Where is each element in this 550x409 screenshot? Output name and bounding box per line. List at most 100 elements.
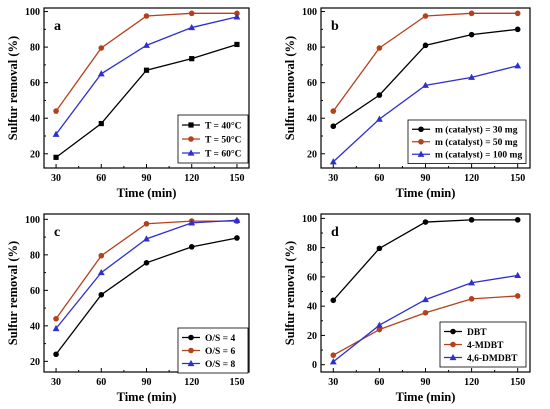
series-3 bbox=[52, 216, 241, 332]
x-tick-label: 90 bbox=[142, 173, 152, 184]
legend: DBT 4-MDBT 4,6-DMDBT bbox=[439, 321, 527, 368]
legend-label: DBT bbox=[467, 328, 487, 338]
x-tick-label: 90 bbox=[142, 377, 152, 388]
legend-marker bbox=[187, 149, 195, 156]
legend-marker bbox=[418, 138, 424, 145]
y-tick-label: 80 bbox=[307, 243, 317, 254]
data-point bbox=[422, 295, 429, 303]
data-point bbox=[330, 297, 337, 304]
data-point bbox=[98, 291, 105, 298]
legend-marker bbox=[187, 359, 195, 367]
x-tick-label: 120 bbox=[464, 377, 479, 388]
y-tick-label: 100 bbox=[25, 215, 40, 226]
data-point bbox=[514, 293, 521, 299]
data-point bbox=[52, 324, 60, 332]
legend-label: O/S = 6 bbox=[205, 347, 235, 357]
data-point bbox=[376, 92, 383, 98]
y-tick-label: 0 bbox=[312, 360, 317, 371]
x-tick-label: 30 bbox=[328, 377, 338, 388]
legend-label: T = 60°C bbox=[205, 148, 242, 159]
data-point bbox=[98, 45, 105, 51]
data-point bbox=[53, 351, 59, 358]
data-point bbox=[468, 296, 475, 302]
legend: m (catalyst) = 30 mgm (catalyst) = 50 mg… bbox=[407, 119, 527, 164]
series-1 bbox=[53, 235, 240, 358]
y-tick-label: 60 bbox=[30, 78, 40, 89]
data-point bbox=[53, 154, 59, 160]
x-tick-label: 150 bbox=[510, 377, 525, 388]
data-point bbox=[422, 219, 429, 225]
data-point bbox=[468, 73, 476, 80]
series-1 bbox=[330, 217, 521, 304]
y-tick-label: 40 bbox=[307, 114, 317, 125]
legend-label: T = 40°C bbox=[205, 120, 242, 131]
y-axis-title: Sulfur removal (%) bbox=[283, 241, 297, 345]
y-tick-label: 20 bbox=[30, 357, 40, 368]
y-tick-label: 20 bbox=[307, 149, 317, 160]
data-point bbox=[468, 217, 475, 223]
series-1 bbox=[330, 26, 521, 130]
data-point bbox=[188, 10, 195, 17]
data-point bbox=[514, 62, 522, 69]
y-tick-label: 60 bbox=[307, 272, 317, 283]
legend-label: m (catalyst) = 100 mg bbox=[435, 150, 522, 161]
data-point bbox=[143, 41, 150, 48]
data-point bbox=[376, 326, 383, 333]
data-point bbox=[143, 235, 150, 242]
x-tick-label: 90 bbox=[421, 173, 431, 184]
data-point bbox=[468, 10, 475, 17]
data-point bbox=[330, 123, 337, 130]
data-point bbox=[98, 120, 104, 127]
x-tick-label: 120 bbox=[464, 173, 479, 184]
data-point bbox=[376, 245, 383, 252]
y-tick-label: 80 bbox=[30, 43, 40, 54]
data-point bbox=[422, 81, 429, 88]
y-tick-label: 80 bbox=[307, 43, 317, 54]
legend-marker bbox=[188, 136, 194, 142]
series-2 bbox=[53, 10, 240, 114]
panel-letter: d bbox=[331, 225, 339, 240]
series-line bbox=[332, 219, 518, 301]
data-point bbox=[234, 41, 240, 48]
x-tick-label: 150 bbox=[229, 173, 244, 184]
series-line bbox=[332, 12, 518, 112]
legend-marker bbox=[188, 122, 194, 128]
legend-label: O/S = 4 bbox=[205, 334, 235, 344]
data-point bbox=[376, 45, 383, 51]
legend-label: m (catalyst) = 30 mg bbox=[435, 125, 518, 136]
y-axis-title: Sulfur removal (%) bbox=[6, 241, 20, 345]
y-tick-label: 40 bbox=[307, 302, 317, 313]
series-2 bbox=[53, 218, 240, 322]
data-point bbox=[53, 315, 59, 322]
panel-letter: a bbox=[54, 19, 61, 34]
y-tick-label: 40 bbox=[30, 114, 40, 125]
y-tick-label: 100 bbox=[302, 7, 317, 18]
y-tick-label: 100 bbox=[302, 214, 317, 225]
x-tick-label: 30 bbox=[51, 377, 61, 388]
data-point bbox=[143, 67, 150, 73]
legend-label: O/S = 8 bbox=[205, 360, 235, 370]
data-point bbox=[330, 108, 337, 114]
series-3 bbox=[52, 13, 241, 137]
panel-d: 30 60 90 120 150 0 20 40 60 80 100 Time (min) Sulfur… bbox=[283, 213, 531, 404]
x-tick-label: 150 bbox=[510, 173, 525, 184]
data-point bbox=[330, 352, 337, 358]
panel-letter: b bbox=[331, 19, 339, 34]
legend-label: 4,6-DMDBT bbox=[467, 354, 518, 364]
x-tick-label: 150 bbox=[229, 377, 244, 388]
data-point bbox=[188, 219, 196, 226]
y-tick-label: 80 bbox=[30, 250, 40, 261]
legend-marker bbox=[418, 126, 424, 133]
legend: O/S = 4 O/S = 6 O/S = 8 bbox=[177, 327, 249, 374]
series-3 bbox=[329, 62, 522, 165]
x-tick-label: 120 bbox=[184, 173, 199, 184]
y-tick-label: 60 bbox=[30, 286, 40, 297]
series-1 bbox=[53, 41, 240, 160]
data-point bbox=[97, 70, 105, 77]
x-axis-title: Time (min) bbox=[117, 390, 177, 404]
y-axis-title: Sulfur removal (%) bbox=[283, 36, 297, 140]
data-point bbox=[329, 158, 337, 165]
legend-marker bbox=[188, 334, 194, 341]
series-3 bbox=[329, 271, 522, 365]
y-tick-label: 100 bbox=[25, 7, 40, 18]
